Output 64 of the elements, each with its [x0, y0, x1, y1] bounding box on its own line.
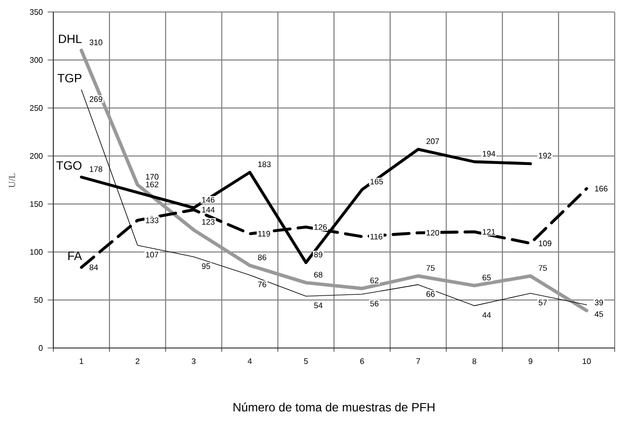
series-label: FA [68, 252, 82, 260]
y-tick-label: 150 [30, 201, 43, 207]
y-tick-label: 100 [30, 249, 43, 255]
data-label: 109 [538, 240, 552, 246]
data-label: 178 [90, 166, 102, 172]
x-tick-label: 4 [248, 358, 252, 364]
data-label: 269 [90, 96, 102, 102]
data-label: 56 [370, 300, 378, 306]
data-label: 86 [258, 254, 266, 260]
x-tick-label: 7 [416, 358, 420, 364]
data-label: 62 [370, 278, 378, 284]
x-tick-label: 10 [582, 358, 591, 364]
data-label: 123 [202, 219, 215, 225]
data-label: 89 [314, 252, 322, 258]
data-label: 116 [370, 234, 382, 240]
data-label: 75 [426, 265, 435, 271]
data-label: 44 [482, 312, 491, 318]
series-label: TGP [58, 74, 82, 82]
data-label: 68 [314, 272, 322, 278]
x-tick-label: 9 [528, 358, 532, 364]
data-label: 126 [314, 224, 327, 230]
data-label: 192 [538, 152, 552, 158]
x-tick-label: 6 [360, 358, 364, 364]
data-label: 144 [202, 207, 215, 212]
x-tick-label: 5 [304, 358, 308, 364]
data-label: 120 [426, 230, 440, 236]
y-tick-label: 250 [30, 105, 43, 111]
data-label: 84 [90, 264, 98, 270]
line-series [81, 89, 587, 306]
y-tick-label: 300 [30, 57, 43, 63]
series-label: TGO [56, 161, 82, 170]
data-label: 76 [258, 282, 266, 288]
data-label: 95 [202, 263, 210, 269]
y-axis-title: U/L [8, 173, 16, 188]
data-label: 146 [202, 196, 215, 203]
data-label: 170 [146, 174, 158, 180]
data-label: 183 [258, 161, 271, 168]
data-label: 194 [482, 150, 496, 157]
data-label: 66 [426, 291, 435, 297]
x-tick-label: 2 [136, 358, 140, 364]
data-label: 107 [146, 252, 158, 258]
x-tick-label: 8 [472, 358, 476, 364]
data-label: 121 [482, 229, 496, 235]
data-label: 45 [594, 311, 604, 317]
data-label: 310 [90, 40, 102, 46]
data-label: 119 [258, 230, 270, 237]
y-tick-label: 200 [30, 153, 43, 159]
data-label: 57 [538, 300, 547, 306]
y-tick-label: 50 [34, 297, 43, 303]
x-tick-label: 3 [192, 358, 196, 364]
data-label: 162 [146, 182, 158, 188]
data-label: 65 [482, 274, 491, 280]
data-label: 75 [538, 265, 547, 271]
data-label: 165 [370, 178, 383, 184]
data-label: 54 [314, 302, 322, 308]
x-axis-title: Número de toma de muestras de PFH [234, 402, 434, 412]
series-label: DHL [59, 34, 82, 44]
data-label: 133 [146, 217, 158, 224]
y-tick-label: 350 [30, 9, 43, 15]
data-label: 166 [595, 186, 608, 192]
data-label: 39 [594, 300, 603, 306]
x-tick-label: 1 [80, 358, 84, 364]
y-tick-label: 0 [38, 345, 43, 351]
data-label: 207 [426, 138, 440, 144]
